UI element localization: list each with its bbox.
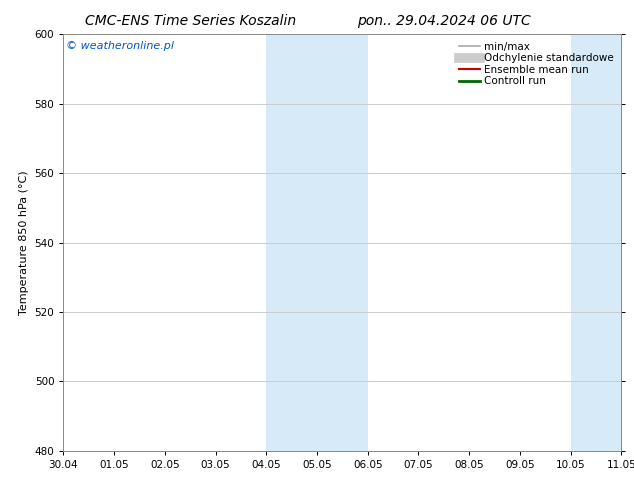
- Y-axis label: Temperature 850 hPa (°C): Temperature 850 hPa (°C): [19, 170, 29, 315]
- Text: © weatheronline.pl: © weatheronline.pl: [66, 41, 174, 50]
- Bar: [571, 34, 634, 451]
- Bar: [266, 34, 368, 451]
- Legend: min/max, Odchylenie standardowe, Ensemble mean run, Controll run: min/max, Odchylenie standardowe, Ensembl…: [457, 40, 616, 88]
- Text: pon.. 29.04.2024 06 UTC: pon.. 29.04.2024 06 UTC: [357, 14, 531, 28]
- Text: CMC-ENS Time Series Koszalin: CMC-ENS Time Series Koszalin: [84, 14, 296, 28]
